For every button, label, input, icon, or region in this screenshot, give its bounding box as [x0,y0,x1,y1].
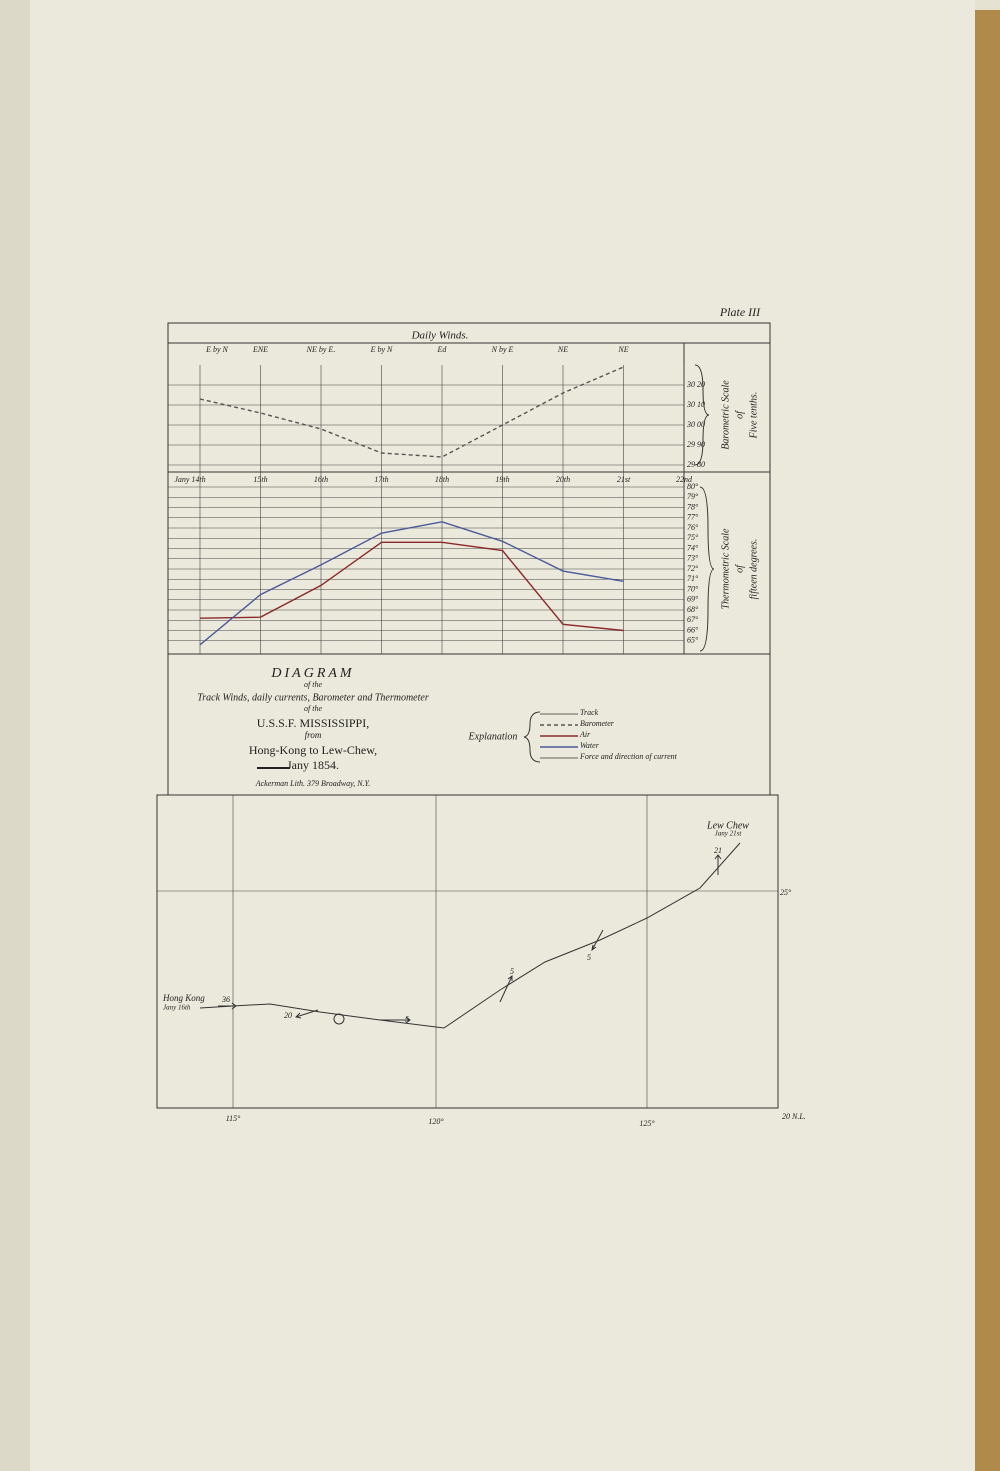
x-tick-label: 21st [617,475,631,484]
x-tick-label: 19th [495,475,509,484]
page-gutter [0,0,30,1471]
lat-label: 20 N.L. [782,1112,806,1121]
y-label-line: of [734,564,745,573]
explanation: Track Barometer Air Water Force and directio… [540,708,678,761]
title-line: of the [304,680,322,689]
brace [523,711,541,763]
x-tick-label: 18th [435,475,449,484]
y-tick-label: 69° [687,595,699,604]
y-label-line: Five tenths. [748,392,759,440]
map-label: Lew Chew [706,820,749,831]
data-line [199,366,624,458]
y-tick-label: 72° [687,564,699,573]
y-tick-label: 65° [687,636,699,645]
x-tick-label: E by N [205,345,228,354]
title-line: from [305,730,322,740]
x-tick-label: NE by E. [306,345,336,354]
explanation-title: Explanation [468,731,518,742]
y-tick-label: 30 10 [686,400,705,409]
map-label: Jany 21st [715,830,743,838]
chart-title: Daily Winds. [411,330,469,342]
book-edge [975,10,1000,1471]
brace [699,486,715,652]
x-tick-label: 20th [556,475,570,484]
map-label: Hong Kong [162,993,205,1003]
x-tick-label: NE [617,345,628,354]
brace [694,364,710,466]
y-label-line: of [734,410,745,419]
position-mark [333,1013,345,1025]
x-tick-label: NE [557,345,568,354]
title-line: Hong-Kong to Lew-Chew, [249,743,377,757]
y-tick-label: 29 80 [687,460,705,469]
lat-label: 25° [780,888,792,897]
x-tick-label: 17th [374,475,388,484]
credit: Ackerman Lith. 379 Broadway, N.Y. [255,779,371,788]
current-label: 5 [510,967,514,976]
legend-label: Track [580,708,599,717]
x-tick-label: N by E [491,345,514,354]
y-tick-label: 71° [687,574,699,583]
legend-label: Air [579,730,591,739]
sheet [0,0,975,1471]
title-line: Jany 1854. [287,758,339,772]
y-axis-label: Barometric Scale of Five tenths. [720,380,759,450]
current-arrows [218,854,722,1024]
x-tick-label: 15th [253,475,267,484]
y-tick-label: 70° [687,584,699,593]
y-tick-label: 66° [687,625,699,634]
data-line [199,521,624,646]
y-tick-label: 30 20 [686,380,705,389]
x-tick-label: E by N [370,345,393,354]
y-tick-label: 78° [687,502,699,511]
y-tick-label: 29 90 [687,440,705,449]
y-tick-label: 79° [687,492,699,501]
y-label-line: Barometric Scale [720,380,731,450]
current-label: 20 [284,1011,292,1020]
legend-label: Water [580,741,600,750]
current-label: 5 [587,953,591,962]
x-tick-label: ENE [252,345,268,354]
map-frame [156,794,779,1109]
title-line: of the [304,704,322,713]
y-tick-label: 68° [687,605,699,614]
plate-label: Plate III [719,305,761,319]
map-label: Jany 16th [163,1004,191,1012]
data-line [199,541,624,632]
y-tick-label: 74° [687,543,699,552]
y-tick-label: 75° [687,533,699,542]
x-tick-label: 22nd [676,475,693,484]
y-tick-label: 67° [687,615,699,624]
legend-label: Force and direction of current [579,752,678,761]
x-tick-label: Ed [437,345,448,354]
current-label: 21 [714,846,722,855]
title-line: U.S.S.F. MISSISSIPPI, [257,716,369,730]
y-axis-label: Thermometric Scale of fifteen degrees. [720,528,759,609]
y-label-line: fifteen degrees. [748,539,759,600]
y-label-line: Thermometric Scale [720,528,731,609]
lon-label: 115° [226,1114,241,1123]
x-tick-label: Jany 14th [174,475,205,484]
lon-label: 120° [428,1117,444,1126]
y-tick-label: 73° [687,554,699,563]
track [199,842,741,1029]
current-label: 36 [221,995,230,1004]
title-line: Track Winds, daily currents, Barometer a… [197,692,429,703]
current-label: 5 [405,1015,409,1024]
x-tick-label: 16th [314,475,328,484]
title-line: DIAGRAM [270,666,354,681]
y-tick-label: 80° [687,482,699,491]
legend-label: Barometer [580,719,615,728]
y-tick-label: 77° [687,513,699,522]
y-tick-label: 76° [687,523,699,532]
y-tick-label: 30 00 [686,420,705,429]
lon-label: 125° [639,1119,655,1128]
